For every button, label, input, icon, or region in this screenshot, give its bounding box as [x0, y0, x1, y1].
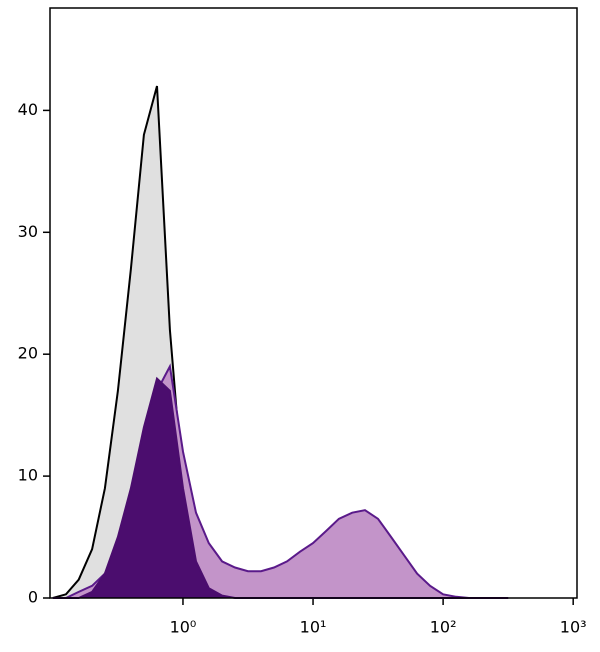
- x-tick-label: 10²: [430, 618, 457, 637]
- x-tick-label: 10³: [560, 618, 587, 637]
- series-area: [52, 378, 509, 598]
- y-tick-label: 10: [18, 466, 38, 485]
- x-tick-label: 10⁰: [170, 618, 197, 637]
- x-tick-label: 10¹: [300, 618, 327, 637]
- y-tick-label: 0: [28, 588, 38, 607]
- plot-frame: [49, 7, 578, 599]
- y-tick-label: 30: [18, 222, 38, 241]
- y-tick-label: 40: [18, 100, 38, 119]
- y-tick-label: 20: [18, 344, 38, 363]
